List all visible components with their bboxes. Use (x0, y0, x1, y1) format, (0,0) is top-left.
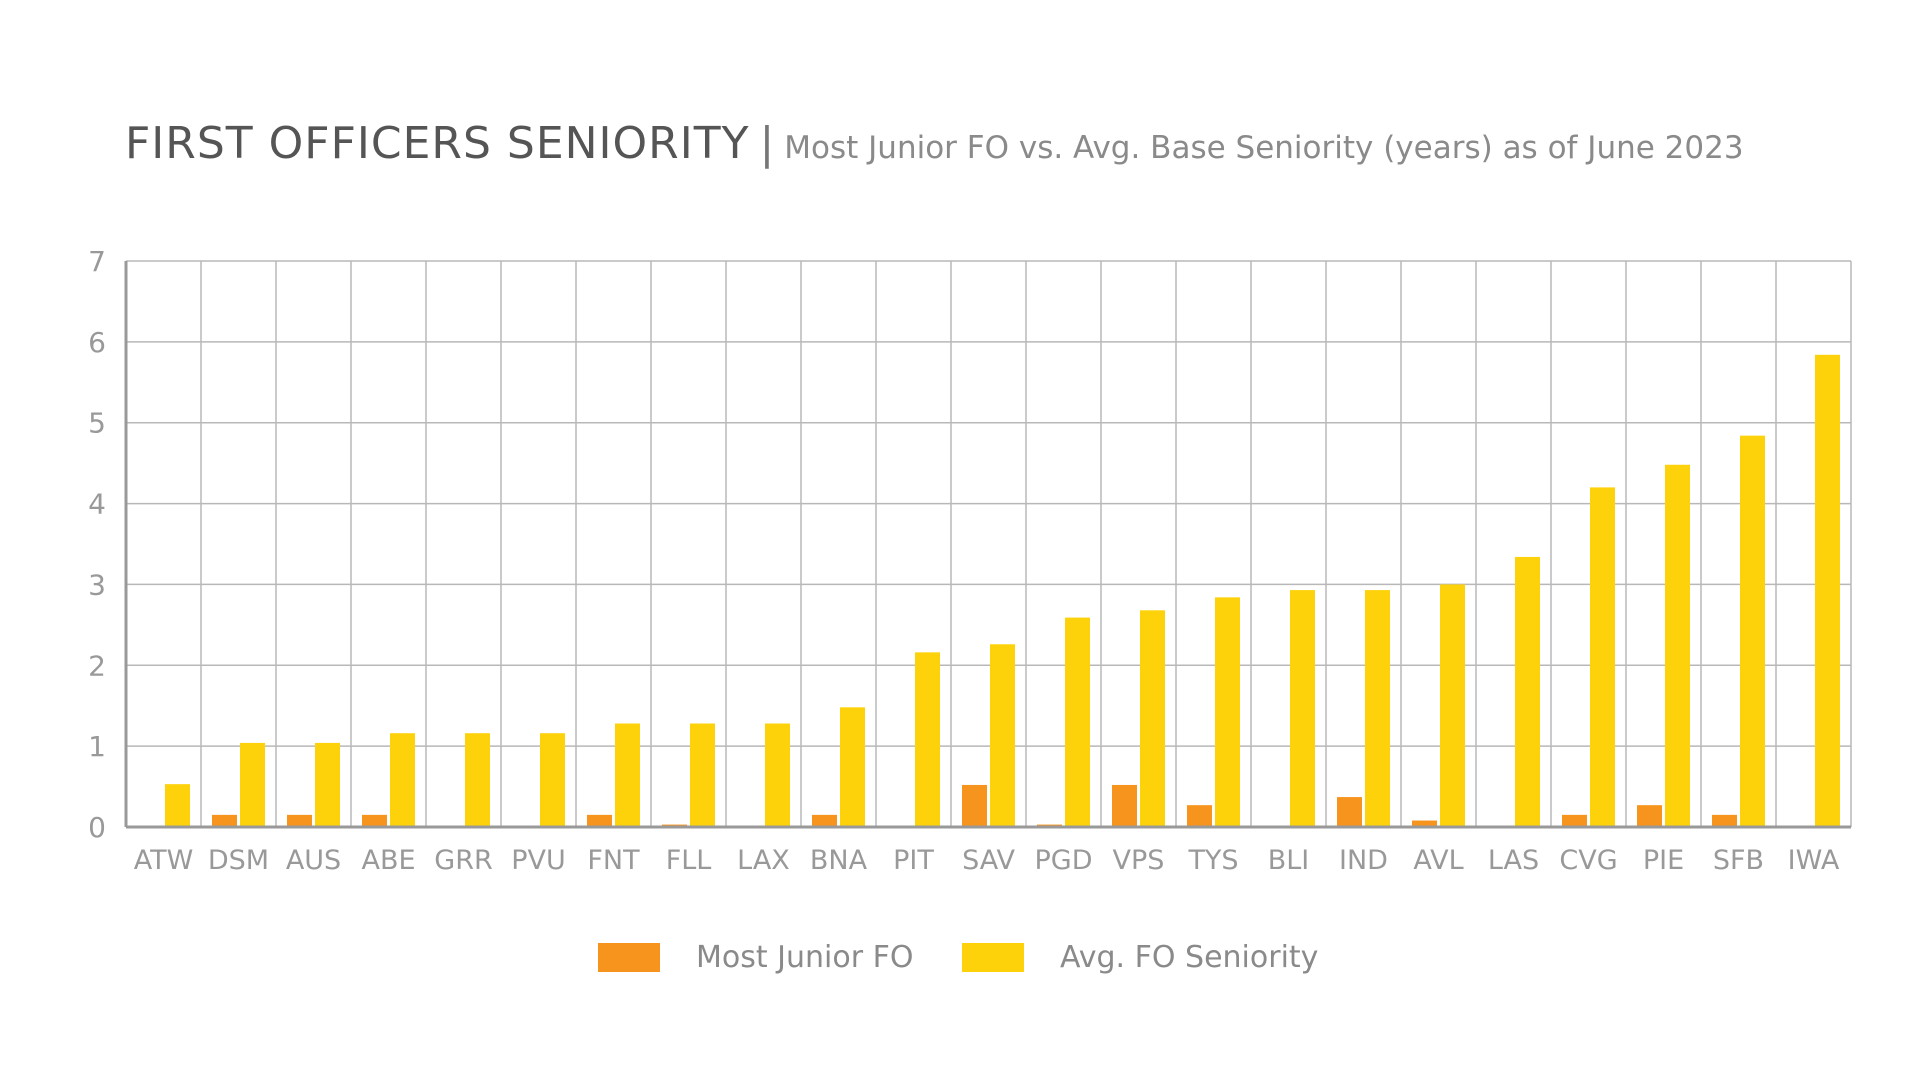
legend-label-avg-seniority: Avg. FO Seniority (1060, 940, 1319, 975)
bar-avg-seniority (690, 723, 715, 827)
bar-most-junior (1337, 797, 1362, 827)
x-tick-label: GRR (434, 845, 492, 876)
bar-most-junior (362, 814, 387, 827)
x-tick-label: CVG (1559, 845, 1617, 876)
legend-item-avg-seniority: Avg. FO Seniority (962, 940, 1318, 975)
chart-legend: Most Junior FO Avg. FO Seniority (0, 940, 1917, 980)
bar-avg-seniority (990, 644, 1015, 827)
bar-avg-seniority (615, 723, 640, 827)
x-tick-label: IND (1339, 845, 1388, 876)
bar-avg-seniority (1440, 584, 1465, 827)
bar-avg-seniority (240, 742, 265, 827)
bar-most-junior (1712, 814, 1737, 827)
x-tick-label: AUS (286, 845, 341, 876)
x-tick-label: SAV (962, 845, 1015, 876)
x-tick-label: FLL (666, 845, 712, 876)
bar-most-junior (1412, 820, 1437, 827)
bar-most-junior (1112, 784, 1137, 827)
x-tick-label: LAX (737, 845, 790, 876)
bar-avg-seniority (315, 742, 340, 827)
x-tick-label: LAS (1488, 845, 1539, 876)
legend-label-most-junior: Most Junior FO (696, 940, 914, 975)
bar-avg-seniority (1740, 435, 1765, 827)
x-tick-label: VPS (1113, 845, 1165, 876)
title-separator: | (759, 118, 775, 169)
x-tick-label: PVU (511, 845, 566, 876)
x-tick-label: IWA (1788, 845, 1840, 876)
bar-most-junior (1187, 805, 1212, 827)
bar-most-junior (587, 814, 612, 827)
legend-item-most-junior: Most Junior FO (598, 940, 913, 975)
bar-most-junior (812, 814, 837, 827)
y-tick-label: 0 (88, 811, 106, 844)
bar-avg-seniority (1590, 487, 1615, 827)
x-tick-label: BLI (1268, 845, 1310, 876)
bar-avg-seniority (165, 784, 190, 827)
bar-avg-seniority (390, 733, 415, 827)
bar-avg-seniority (1065, 617, 1090, 827)
bar-avg-seniority (465, 733, 490, 827)
bar-avg-seniority (1215, 597, 1240, 827)
x-tick-label: BNA (810, 845, 868, 876)
y-tick-label: 6 (88, 326, 106, 359)
bar-avg-seniority (915, 652, 940, 827)
chart-title: FIRST OFFICERS SENIORITY (125, 118, 750, 169)
x-tick-label: FNT (587, 845, 640, 876)
y-tick-label: 2 (88, 649, 106, 682)
y-tick-label: 5 (88, 407, 106, 440)
bar-avg-seniority (540, 733, 565, 827)
bar-avg-seniority (840, 707, 865, 827)
bar-most-junior (1637, 805, 1662, 827)
bar-avg-seniority (1515, 556, 1540, 827)
bar-avg-seniority (1665, 464, 1690, 827)
x-tick-label: ABE (361, 845, 415, 876)
y-tick-label: 7 (88, 245, 106, 278)
bar-avg-seniority (1290, 590, 1315, 827)
y-tick-label: 4 (88, 488, 106, 521)
x-tick-label: PGD (1035, 845, 1093, 876)
x-tick-label: DSM (208, 845, 269, 876)
bar-most-junior (1562, 814, 1587, 827)
y-tick-label: 3 (88, 568, 106, 601)
bar-avg-seniority (1815, 354, 1840, 827)
chart-subtitle: Most Junior FO vs. Avg. Base Seniority (… (784, 130, 1744, 166)
chart-title-row: FIRST OFFICERS SENIORITY | Most Junior FO … (125, 118, 1744, 169)
bar-avg-seniority (1365, 590, 1390, 827)
bar-most-junior (287, 814, 312, 827)
bar-most-junior (212, 814, 237, 827)
x-tick-label: SFB (1713, 845, 1764, 876)
legend-swatch-avg-seniority (962, 943, 1024, 972)
bar-most-junior (962, 784, 987, 827)
x-tick-label: PIE (1643, 845, 1684, 876)
bar-avg-seniority (1140, 610, 1165, 827)
bar-avg-seniority (765, 723, 790, 827)
x-tick-label: PIT (893, 845, 934, 876)
legend-swatch-most-junior (598, 943, 660, 972)
y-tick-label: 1 (88, 730, 106, 763)
x-tick-label: AVL (1413, 845, 1463, 876)
x-tick-label: ATW (134, 845, 194, 876)
x-tick-label: TYS (1187, 845, 1238, 876)
